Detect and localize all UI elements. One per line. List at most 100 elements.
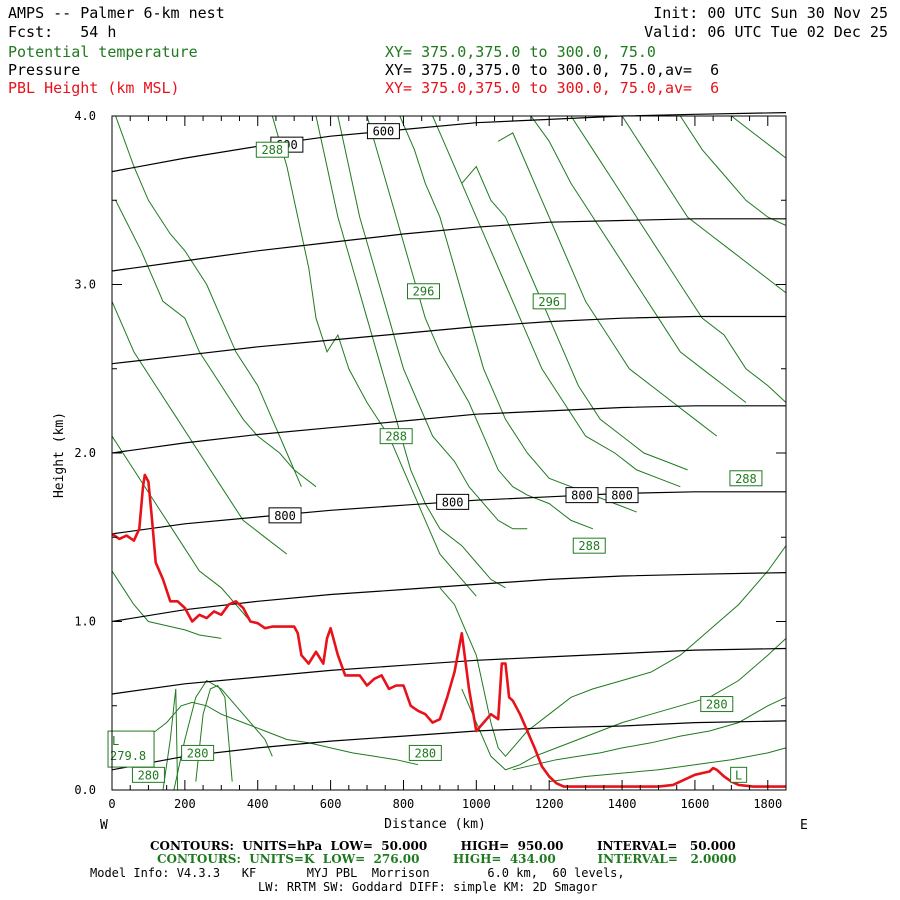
theta-contour-19 [461, 638, 787, 771]
theta-label-3-box [379, 428, 413, 445]
theta-label-3-text: 288 [385, 430, 407, 444]
footer-hpa-high: HIGH= 950.00 [460, 839, 564, 853]
footer-k-units: UNITS=K [249, 852, 315, 866]
theta-contour-13 [530, 115, 747, 403]
pressure-label-4: 800 [565, 487, 599, 504]
footer-hpa-units: UNITS=hPa [242, 839, 323, 853]
pressure-label-0: 600 [366, 123, 400, 140]
y-tick-label-0: 0.0 [74, 783, 96, 797]
y-tick-label-3: 3.0 [74, 278, 96, 292]
pressure-label-4-text: 800 [571, 489, 593, 503]
theta-contour-4 [111, 570, 222, 639]
theta-contour-2 [111, 301, 288, 555]
theta-label-9: 280 [131, 766, 165, 783]
chart-title: AMPS -- Palmer 6-km nest [8, 4, 225, 22]
x-tick-label-1: 200 [174, 797, 196, 811]
y-axis-label: Height (km) [52, 412, 67, 498]
theta-label-4-box [729, 470, 763, 487]
theta-contour-7 [337, 115, 528, 530]
east-label: E [800, 818, 808, 833]
pressure-label-5-box [605, 487, 639, 504]
pressure-label-2: 800 [268, 507, 302, 524]
y-tick-label-1: 1.0 [74, 615, 96, 629]
pressure-label-5: 800 [605, 487, 639, 504]
footer-hpa-label: CONTOURS: [150, 839, 234, 853]
theta-label-5-box [572, 537, 606, 554]
x-tick-label-7: 1400 [608, 797, 637, 811]
theta-label-5: 288 [572, 537, 606, 554]
theta-label-6: 280 [700, 696, 734, 713]
pressure-label-2-text: 800 [274, 509, 296, 523]
theta-label-7-text: 280 [414, 746, 436, 760]
pbl-height-line [111, 473, 786, 788]
theta-contour-6 [315, 115, 506, 589]
pressure-label-0-box [366, 123, 400, 140]
footer-hpa-interval: INTERVAL= 50.000 [596, 839, 736, 853]
theta-contour-16 [679, 115, 787, 226]
pressure-contour-3 [111, 405, 786, 454]
theta-label-0: 288 [255, 141, 289, 158]
field-xy-pbl: XY= 375.0,375.0 to 300.0, 75.0,av= 6 [385, 79, 720, 97]
x-tick-label-0: 0 [108, 797, 115, 811]
theta-contour-1 [115, 200, 317, 488]
theta-label-8-box [181, 744, 215, 761]
y-tick-label-4: 4.0 [74, 109, 96, 123]
theta-contour-3 [111, 435, 251, 622]
theta-label-3: 288 [379, 428, 413, 445]
theta-label-0-text: 288 [261, 143, 283, 157]
pressure-label-5-text: 800 [611, 489, 633, 503]
theta-label-6-text: 280 [706, 698, 728, 712]
x-tick-label-9: 1800 [753, 797, 782, 811]
theta-label-6-box [700, 696, 734, 713]
x-tick-label-6: 1200 [535, 797, 564, 811]
theta-contour-11 [461, 165, 688, 471]
x-tick-label-3: 600 [320, 797, 342, 811]
y-tick-label-2: 2.0 [74, 446, 96, 460]
footer-contours-k: CONTOURS: UNITS=K LOW= 276.00 HIGH= 434.… [157, 852, 736, 866]
theta-label-4-text: 288 [735, 472, 757, 486]
theta-label-1: 296 [406, 283, 440, 300]
theta-contour-24 [162, 688, 179, 791]
footer-model-info-2: LW: RRTM SW: Goddard DIFF: simple KM: 2D… [258, 880, 598, 894]
theta-contour-8 [366, 115, 594, 530]
theta-contour-25 [195, 684, 233, 782]
pressure-contours-group [111, 112, 787, 771]
footer-k-label: CONTOURS: [157, 852, 241, 866]
theta-label-8: 280 [181, 744, 215, 761]
theta-contour-17 [731, 115, 787, 159]
x-tick-label-4: 800 [393, 797, 415, 811]
theta-label-1-text: 296 [413, 285, 435, 299]
footer-k-high: HIGH= 434.00 [452, 852, 556, 866]
x-tick-label-2: 400 [247, 797, 269, 811]
footer-contours-hpa: CONTOURS: UNITS=hPa LOW= 50.000 HIGH= 95… [150, 839, 736, 853]
forecast-hour: Fcst: 54 h [8, 23, 117, 41]
theta-label-2-box [532, 293, 566, 310]
theta-label-0-box [255, 141, 289, 158]
theta-label-1-box [406, 283, 440, 300]
theta-contour-21 [549, 747, 787, 783]
field-name-pressure: Pressure [8, 61, 81, 79]
low-center-line-1: 279.8 [110, 749, 146, 763]
west-label: W [100, 818, 108, 833]
pressure-contour-2 [111, 315, 786, 365]
theta-contour-12 [497, 132, 718, 437]
theta-label-10-box [730, 766, 748, 783]
theta-label-9-text: 280 [138, 768, 160, 782]
x-tick-label-8: 1600 [680, 797, 709, 811]
pressure-contour-1 [111, 218, 786, 272]
footer-k-low: LOW= 276.00 [322, 852, 420, 866]
theta-label-2-text: 296 [538, 295, 560, 309]
low-center-frame [107, 730, 155, 768]
valid-time: Valid: 06 UTC Tue 02 Dec 25 [644, 23, 888, 41]
theta-contour-20 [512, 696, 787, 771]
pressure-label-3-box [436, 493, 470, 510]
theta-label-10-text: L [735, 768, 742, 782]
footer-hpa-low: LOW= 50.000 [330, 839, 428, 853]
theta-contours-group [111, 115, 787, 791]
x-axis-label: Distance (km) [384, 817, 486, 832]
low-center-line-0: L [112, 734, 119, 748]
theta-contour-14 [570, 115, 787, 403]
theta-contour-15 [621, 115, 787, 294]
